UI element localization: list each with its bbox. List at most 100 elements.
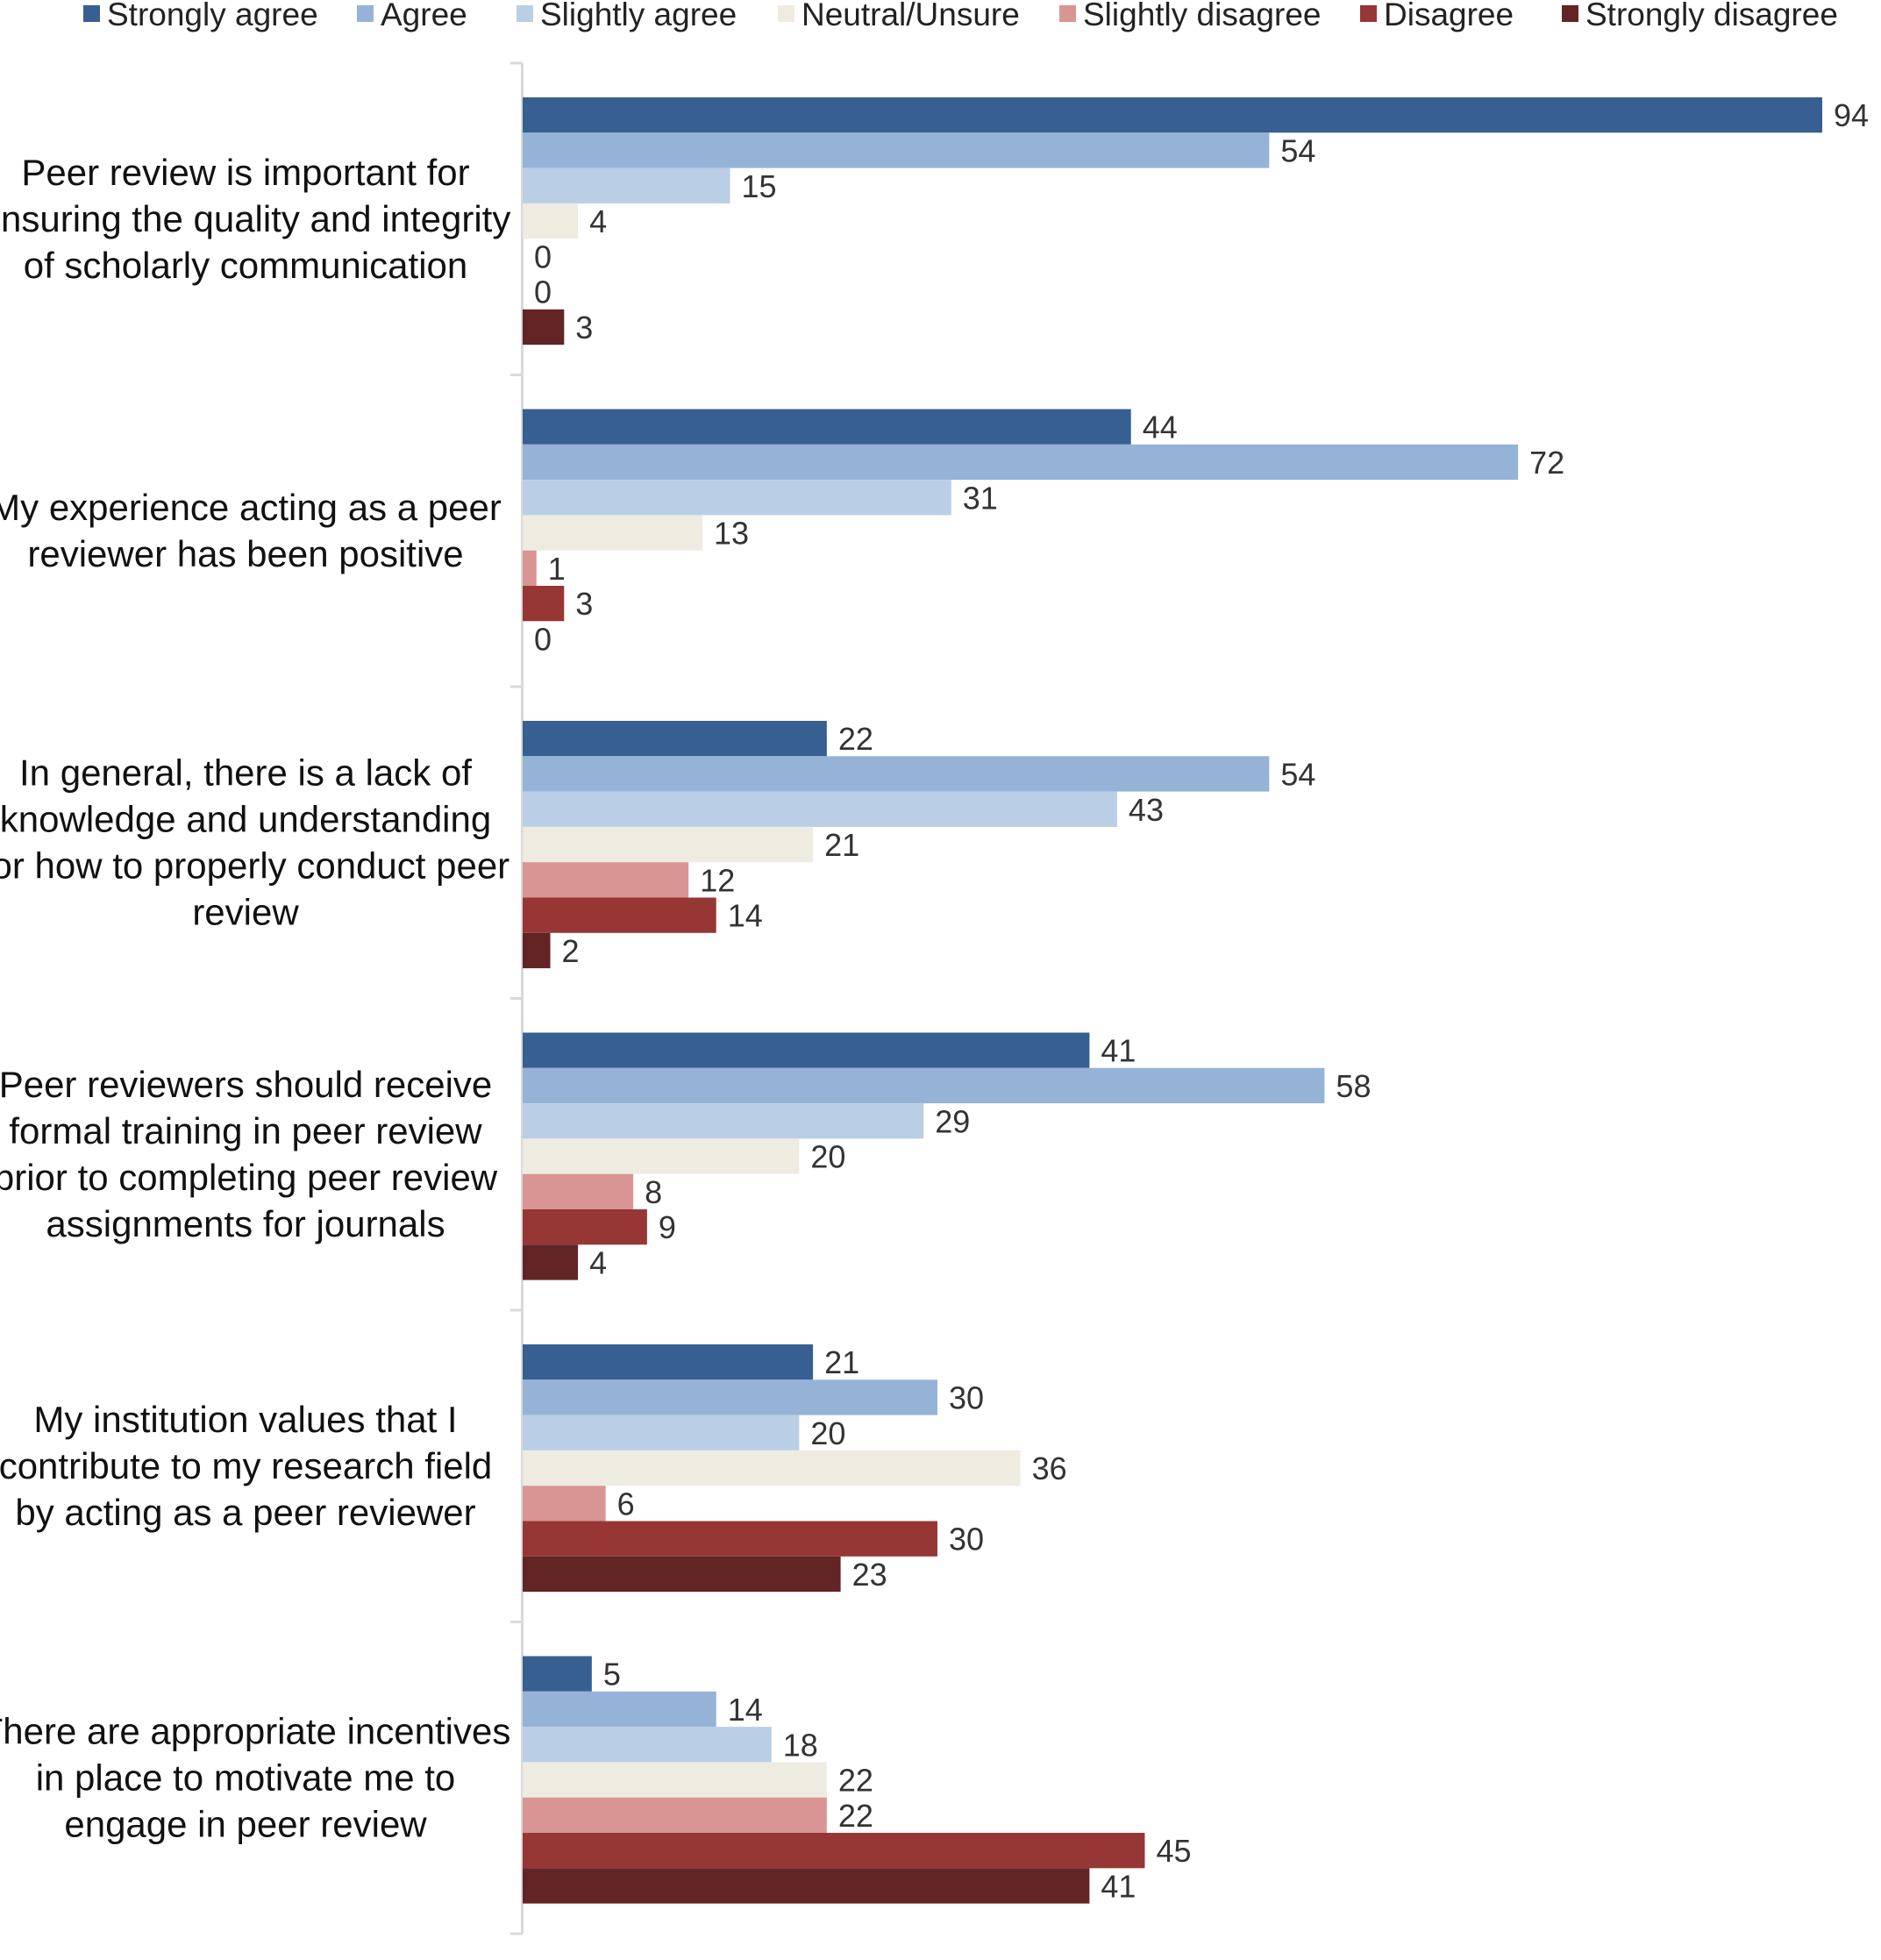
data-label: 22 <box>838 721 873 757</box>
data-label: 9 <box>659 1209 676 1245</box>
data-label: 20 <box>810 1139 845 1175</box>
category-label: In general, there is a lack of knowledge … <box>0 752 509 932</box>
category-label: My experience acting as a peer reviewer h… <box>0 487 502 574</box>
data-label: 4 <box>589 1244 607 1280</box>
legend-swatch <box>517 5 533 22</box>
data-label: 44 <box>1143 410 1178 445</box>
bar <box>523 1173 634 1209</box>
data-label: 21 <box>824 1344 859 1380</box>
data-label: 18 <box>783 1727 818 1763</box>
bar <box>523 1833 1145 1869</box>
bar <box>523 1067 1325 1104</box>
data-label: 2 <box>562 933 580 969</box>
bar <box>523 1797 827 1833</box>
bar <box>523 897 716 933</box>
data-label: 45 <box>1156 1833 1191 1869</box>
legend-label: Strongly agree <box>107 0 318 32</box>
legend-label: Disagree <box>1384 0 1514 32</box>
legend-label: Neutral/Unsure <box>802 0 1020 32</box>
bar <box>523 515 702 551</box>
bar <box>523 1379 937 1415</box>
bar <box>523 756 1270 792</box>
data-label: 15 <box>741 168 776 204</box>
bar <box>523 826 814 863</box>
bar <box>523 721 827 757</box>
data-label: 13 <box>714 516 749 552</box>
data-label: 43 <box>1129 792 1164 828</box>
data-label: 5 <box>603 1657 621 1693</box>
bar <box>523 1415 800 1450</box>
value-labels: 9454154003447231131302254432112142415829… <box>534 97 1869 1904</box>
bar <box>523 1244 579 1280</box>
bar <box>523 480 951 516</box>
bar <box>523 862 689 898</box>
bar <box>523 791 1117 827</box>
category-axis <box>510 61 524 1935</box>
bar <box>523 97 1822 133</box>
legend: Strongly agree Agree Slightly agree Neutral… <box>83 0 1838 32</box>
data-label: 8 <box>645 1174 662 1210</box>
bar <box>523 1209 647 1245</box>
bar <box>523 1556 841 1593</box>
bar <box>523 309 565 346</box>
bar <box>523 932 551 969</box>
bar <box>523 1727 772 1763</box>
data-label: 72 <box>1529 445 1564 481</box>
data-label: 54 <box>1280 756 1315 792</box>
data-label: 1 <box>548 551 566 587</box>
data-label: 3 <box>575 586 593 622</box>
data-label: 41 <box>1101 1868 1136 1904</box>
data-label: 14 <box>728 898 763 934</box>
legend-label: Strongly disagree <box>1585 0 1838 32</box>
data-label: 58 <box>1336 1068 1371 1104</box>
data-label: 54 <box>1280 132 1315 168</box>
legend-label: Agree <box>381 0 467 32</box>
data-label: 22 <box>838 1798 873 1834</box>
data-label: 29 <box>935 1103 970 1139</box>
bar <box>523 1344 814 1380</box>
data-label: 23 <box>852 1557 887 1593</box>
legend-item-slightly-agree: Slightly agree <box>517 0 737 32</box>
category-label: There are appropriate incentives in place… <box>0 1710 510 1844</box>
category-label: Peer review is important for ensuring the… <box>0 152 510 286</box>
bar <box>523 444 1519 481</box>
legend-label: Slightly agree <box>540 0 737 32</box>
data-label: 94 <box>1834 97 1869 133</box>
legend-item-slightly-disagree: Slightly disagree <box>1059 0 1321 32</box>
bar <box>523 586 565 622</box>
bar <box>523 1762 827 1798</box>
data-label: 12 <box>700 862 735 898</box>
data-label: 4 <box>589 203 607 239</box>
category-label: Peer reviewers should receive formal trai… <box>0 1064 498 1244</box>
data-label: 0 <box>534 274 552 310</box>
data-label: 22 <box>838 1763 873 1799</box>
legend-swatch <box>357 5 374 22</box>
bar <box>523 132 1270 168</box>
bar <box>523 1450 1021 1486</box>
legend-item-disagree: Disagree <box>1360 0 1514 32</box>
data-label: 3 <box>575 310 593 346</box>
bars <box>523 97 1822 1904</box>
legend-label: Slightly disagree <box>1083 0 1321 32</box>
data-label: 0 <box>534 621 552 657</box>
data-label: 6 <box>617 1486 635 1522</box>
data-label: 36 <box>1032 1450 1067 1486</box>
bar <box>523 167 730 203</box>
legend-item-strongly-disagree: Strongly disagree <box>1562 0 1838 32</box>
data-label: 14 <box>728 1692 763 1728</box>
legend-swatch <box>83 5 100 22</box>
data-label: 30 <box>949 1522 984 1557</box>
data-label: 20 <box>810 1415 845 1451</box>
bar <box>523 1868 1090 1904</box>
legend-swatch <box>1562 5 1578 22</box>
bar <box>523 1486 606 1522</box>
bar <box>523 1521 937 1557</box>
legend-swatch <box>778 5 794 22</box>
bar <box>523 1138 800 1174</box>
legend-swatch <box>1059 5 1076 22</box>
legend-item-strongly-agree: Strongly agree <box>83 0 318 32</box>
data-label: 31 <box>963 480 998 516</box>
data-label: 30 <box>949 1379 984 1415</box>
